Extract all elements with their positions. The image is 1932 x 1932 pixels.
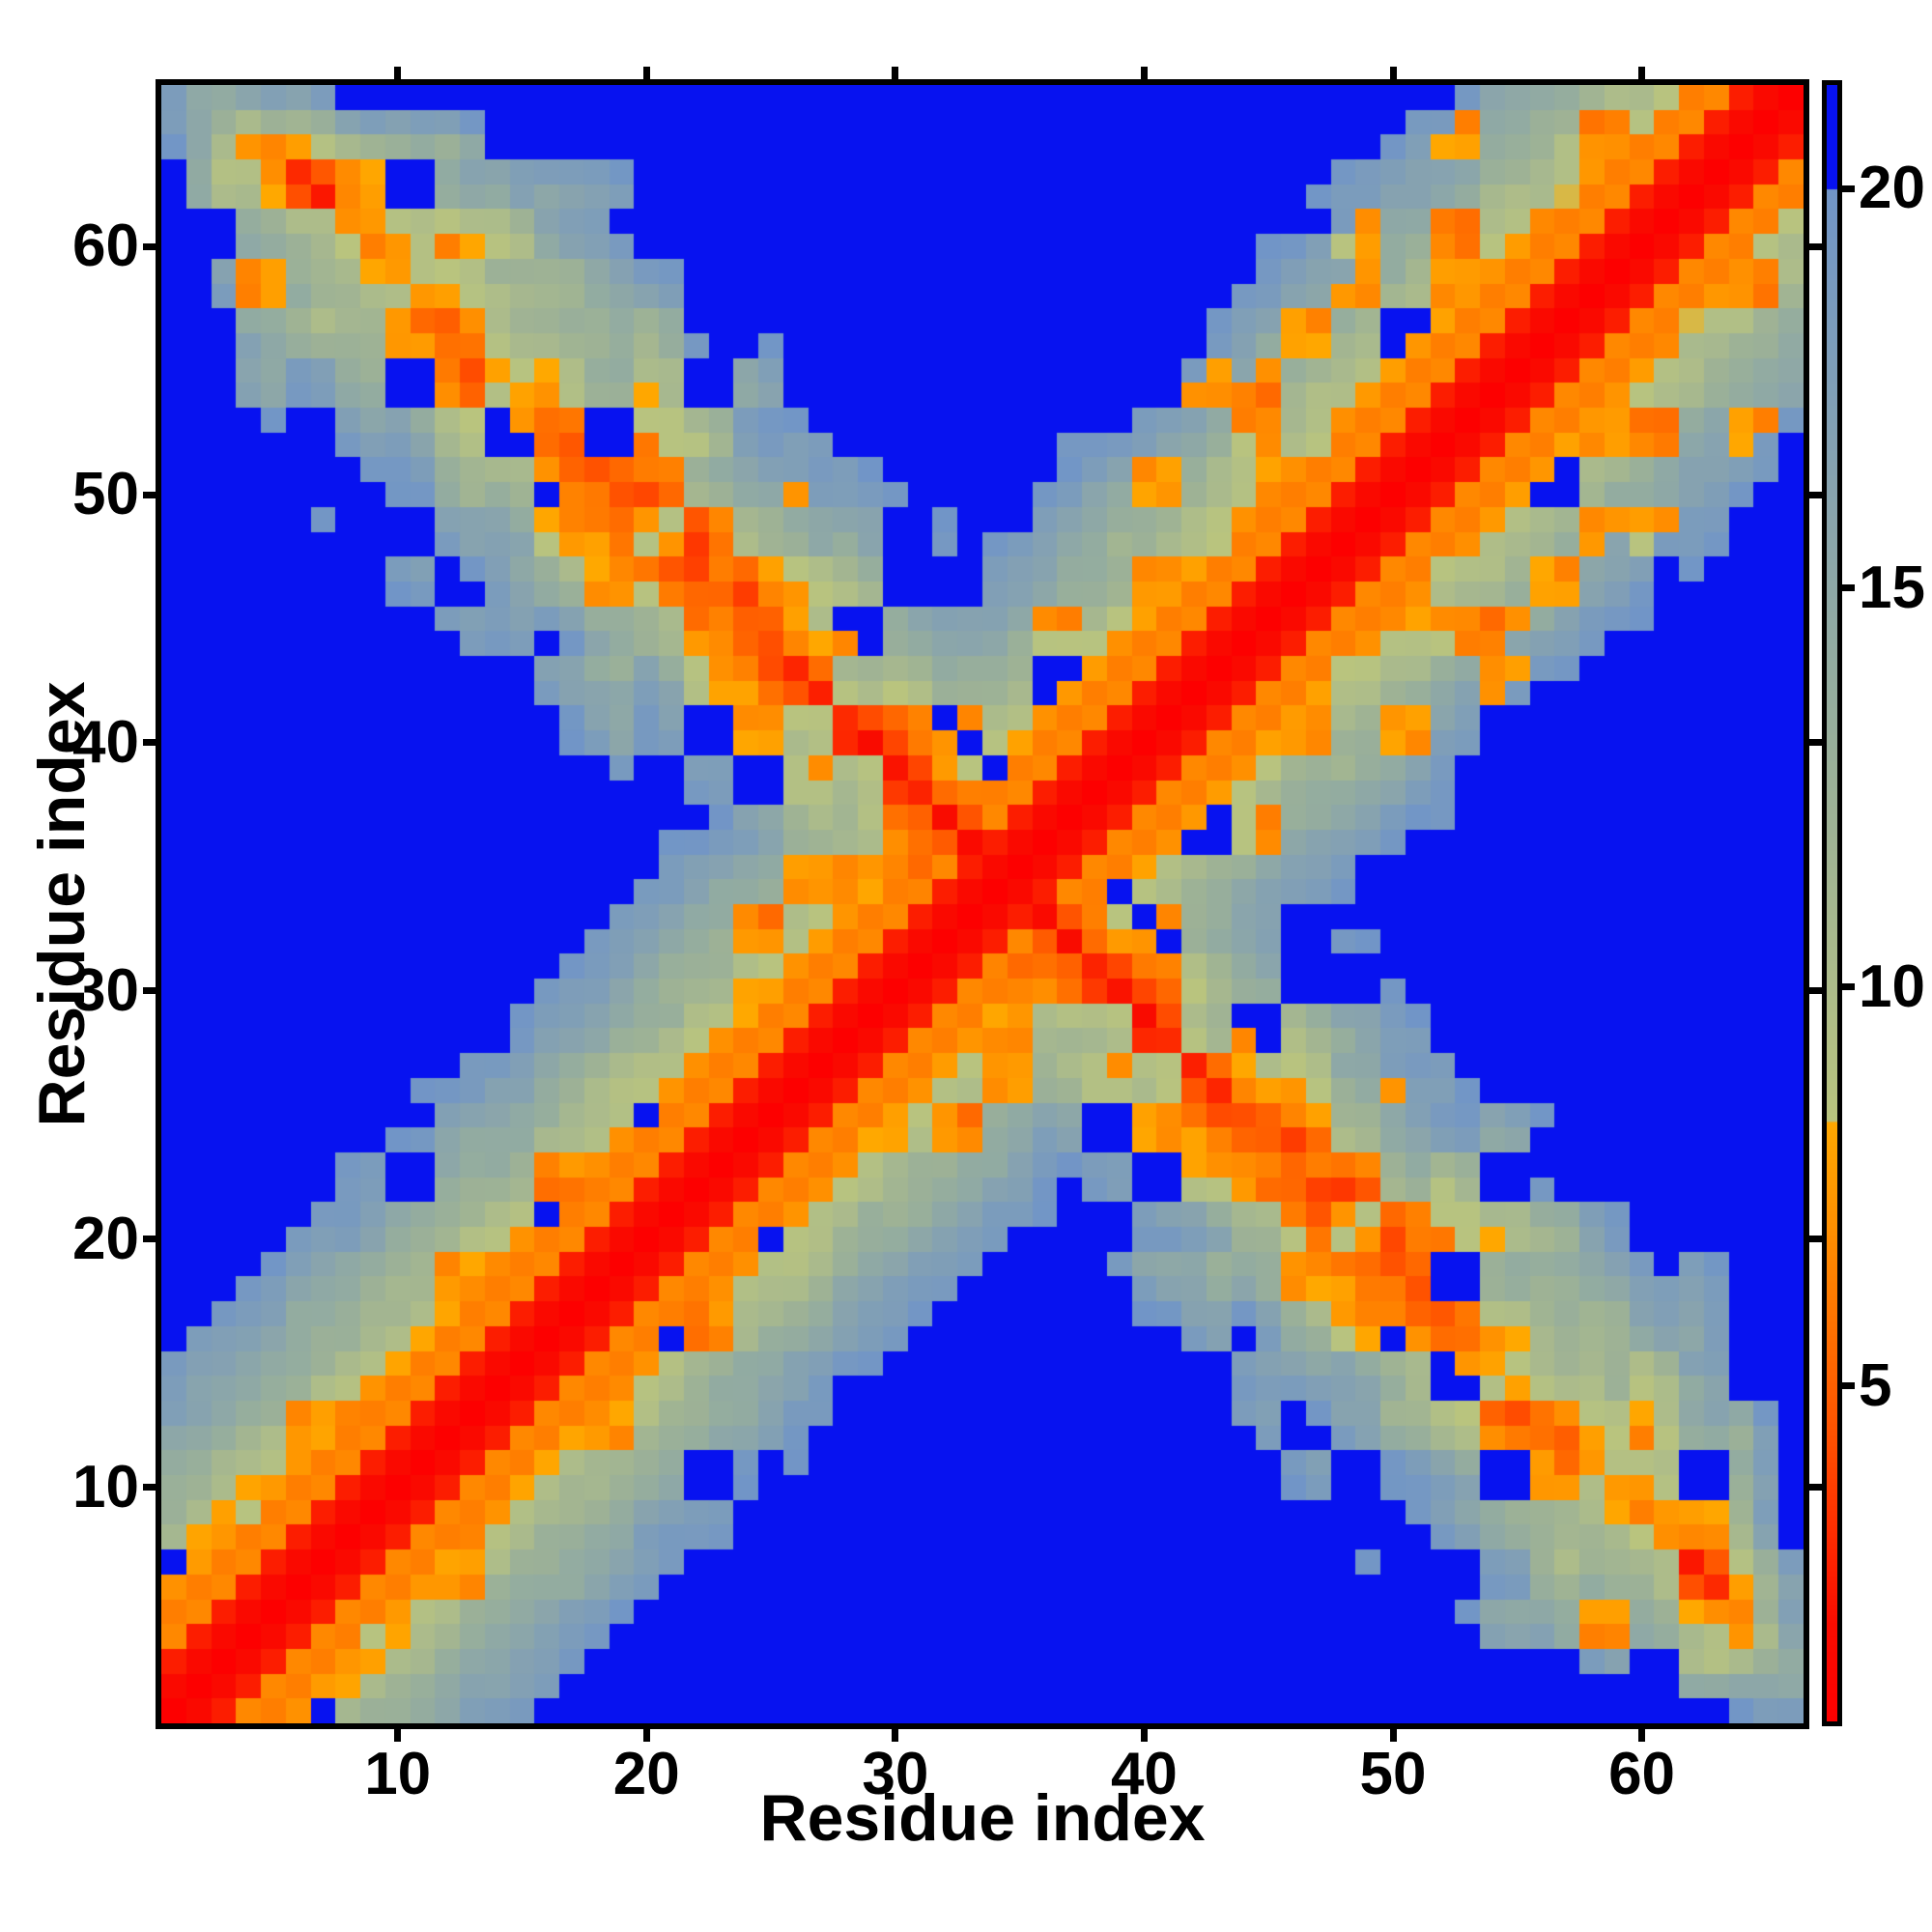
colorbar-canvas: [1827, 85, 1837, 1721]
y-axis-tick: [143, 739, 156, 747]
x-axis-tick: [642, 1729, 650, 1742]
y-tick-label: 10: [72, 1453, 139, 1520]
x-axis-tick: [394, 1729, 402, 1742]
plot-border: [156, 79, 1809, 1729]
y-tick-label: 60: [72, 213, 139, 280]
y-axis-tick: [143, 1236, 156, 1243]
y-axis-title: Residue index: [25, 681, 99, 1127]
x-tick-label: 20: [612, 1741, 680, 1807]
right-axis-tick: [1809, 242, 1822, 250]
colorbar-tick-label: 5: [1859, 1351, 1892, 1419]
y-axis-tick: [143, 987, 156, 995]
colorbar-tick-label: 15: [1859, 554, 1925, 621]
x-tick-label: 10: [364, 1741, 432, 1807]
top-axis-tick: [1140, 67, 1148, 79]
colorbar-tick: [1842, 185, 1855, 192]
x-axis-tick: [1140, 1729, 1148, 1742]
x-tick-label: 50: [1359, 1741, 1427, 1807]
colorbar-tick: [1842, 1382, 1855, 1390]
right-axis-tick: [1809, 739, 1822, 747]
y-axis-tick: [143, 242, 156, 250]
x-axis-tick: [1638, 1729, 1646, 1742]
top-axis-tick: [892, 67, 899, 79]
heatmap-canvas: [161, 85, 1804, 1723]
y-tick-label: 20: [72, 1205, 139, 1272]
y-tick-label: 30: [72, 956, 139, 1024]
colorbar-tick-label: 10: [1859, 952, 1925, 1020]
top-axis-tick: [394, 67, 402, 79]
y-tick-label: 50: [72, 461, 139, 527]
right-axis-tick: [1809, 1484, 1822, 1492]
x-axis-tick: [892, 1729, 899, 1742]
colorbar-border: [1822, 80, 1842, 1726]
x-tick-label: 30: [862, 1741, 929, 1807]
x-axis-tick: [1389, 1729, 1397, 1742]
x-axis-title: Residue index: [759, 1781, 1206, 1855]
y-axis-tick: [143, 491, 156, 498]
right-axis-tick: [1809, 1236, 1822, 1243]
top-axis-tick: [1638, 67, 1646, 79]
top-axis-tick: [642, 67, 650, 79]
colorbar-tick-label: 20: [1859, 155, 1925, 222]
colorbar-tick: [1842, 584, 1855, 592]
right-axis-tick: [1809, 987, 1822, 995]
x-tick-label: 40: [1110, 1741, 1178, 1807]
x-tick-label: 60: [1608, 1741, 1676, 1807]
top-axis-tick: [1389, 67, 1397, 79]
colorbar-tick: [1842, 983, 1855, 991]
y-axis-tick: [143, 1484, 156, 1492]
right-axis-tick: [1809, 491, 1822, 498]
y-tick-label: 40: [72, 708, 139, 776]
